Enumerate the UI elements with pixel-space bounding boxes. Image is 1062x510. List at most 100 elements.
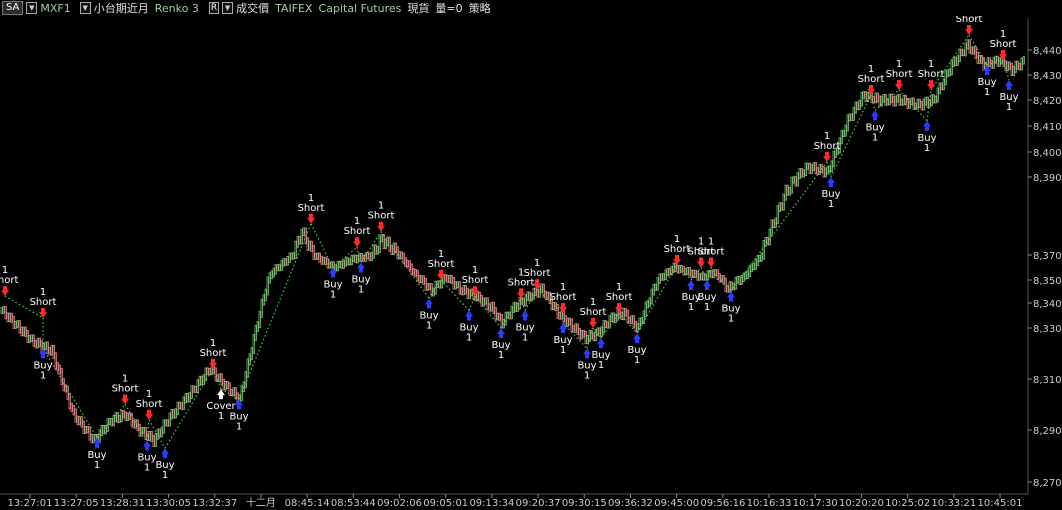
down-brick [34,339,37,349]
down-brick [58,364,61,375]
signal-qty: 1 [498,350,504,361]
up-brick [818,163,821,175]
symbol-dropdown-icon[interactable]: ▼ [26,2,38,14]
x-tick-label: 10:45:01 [978,498,1023,509]
up-brick [526,291,529,301]
short-arrow-icon [517,292,525,299]
x-tick-label: 13:32:37 [192,498,237,509]
up-brick [774,217,777,229]
down-brick [318,252,321,263]
up-brick [376,246,379,255]
signal-label: Short [344,226,371,237]
signal-qty: 1 [534,258,540,269]
down-brick [890,93,893,104]
up-brick [252,334,255,355]
down-brick [926,96,929,108]
down-brick [166,419,169,427]
down-brick [368,252,371,262]
up-brick [658,273,661,285]
down-brick [480,295,483,307]
up-brick [552,302,555,310]
y-tick-label: 8,340 [1033,299,1062,310]
down-brick [320,255,323,265]
strategy-label[interactable]: 策略 [468,2,491,15]
up-brick [348,258,351,266]
signal-qty: 1 [708,237,714,248]
trade-line [146,419,150,441]
trade-line [710,267,732,292]
short-arrow-icon [533,283,541,290]
up-brick [270,270,273,280]
session-label: 現貨 [407,2,430,15]
signal-qty: 1 [688,302,694,313]
up-brick [302,227,305,236]
up-brick [956,55,959,66]
trade-line [636,264,678,334]
up-brick [762,240,765,260]
signal-label: Short [858,74,885,85]
up-brick [842,129,845,137]
down-brick [4,306,7,320]
r-button[interactable]: R [208,2,220,14]
up-brick [824,167,827,178]
up-brick [344,257,347,267]
up-brick [112,414,115,427]
buy-arrow-stem [95,443,99,448]
buy-arrow-icon [497,328,505,334]
up-brick [692,269,695,279]
trade-line [468,295,476,311]
up-brick [50,344,53,356]
trade-line [536,288,564,314]
short-arrow-icon [965,29,973,35]
down-brick [576,323,579,335]
down-brick [388,236,391,252]
down-brick [382,234,385,250]
signal-qty: 1 [210,338,216,349]
up-brick [1014,60,1017,73]
up-brick [670,265,673,276]
r-dropdown-icon[interactable]: ▼ [222,2,234,14]
up-brick [948,68,951,77]
symbol-selector[interactable]: SA [2,1,24,15]
down-brick [122,409,125,419]
down-brick [54,352,57,369]
buy-arrow-stem [499,334,503,338]
up-brick [532,287,535,300]
down-brick [548,291,551,305]
chart-type[interactable]: Renko 3 [154,1,199,15]
contract-dropdown-icon[interactable]: ▼ [79,2,91,14]
up-brick [114,412,117,422]
short-arrow-stem [379,221,383,226]
trade-line [4,295,44,319]
down-brick [794,176,797,187]
short-arrow-stem [439,270,443,274]
up-brick [518,296,521,310]
up-brick [858,99,861,110]
x-tick-label: 10:20:20 [839,498,884,509]
up-brick [964,42,967,57]
signal-label: Buy [87,450,106,461]
up-brick [504,311,507,326]
down-brick [816,167,819,175]
down-brick [150,431,153,443]
up-brick [844,124,847,137]
up-brick [8,312,11,323]
y-tick-label: 8,310 [1033,375,1062,386]
up-brick [546,291,549,300]
down-brick [82,420,85,434]
up-brick [924,96,927,106]
up-brick [118,415,121,424]
up-brick [910,97,913,106]
signal-qty: 1 [522,333,528,344]
up-brick [896,94,899,103]
down-brick [578,328,581,340]
trade-line [968,34,988,66]
down-brick [498,312,501,321]
down-brick [940,82,943,91]
category-label: Capital Futures [318,1,402,15]
up-brick [902,94,905,106]
up-brick [1022,56,1025,65]
up-brick [462,285,465,296]
